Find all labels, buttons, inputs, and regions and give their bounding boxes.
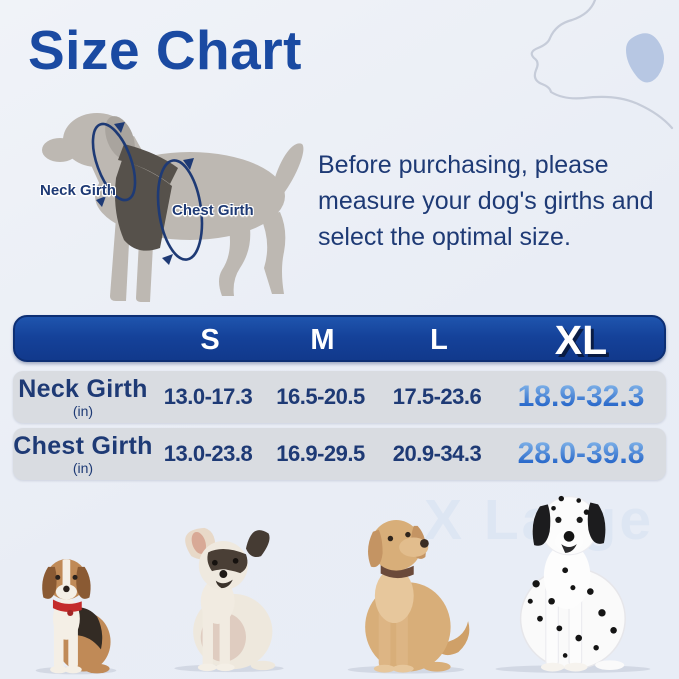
dog-harness-diagram: Neck Girth Chest Girth: [22, 100, 317, 305]
neck-girth-label: Neck Girth: [40, 182, 116, 199]
dog-photo-golden-retriever: [336, 505, 472, 675]
column-header-m: M: [310, 324, 335, 356]
column-header-l: L: [430, 324, 448, 356]
dog-head-outline-decoration: [530, 0, 674, 130]
chest-girth-xl-value: 28.0-39.8: [496, 437, 666, 471]
harness-graphic: [115, 144, 178, 251]
chest-girth-s-value: 13.0-23.8: [163, 441, 253, 466]
row-label-chest-girth: Chest Girth (in): [13, 431, 153, 476]
column-header-xl: XL: [554, 317, 608, 363]
chest-girth-l-value: 20.9-34.3: [392, 441, 482, 466]
row-label-text: Neck Girth: [18, 374, 148, 403]
size-table-header: S M L XL: [13, 315, 666, 363]
row-unit-text: (in): [72, 402, 94, 419]
chest-girth-m-value: 16.9-29.5: [276, 441, 365, 466]
neck-girth-arrow: [91, 122, 137, 207]
dalmatian-spots: [527, 495, 617, 658]
neck-girth-l-value: 17.5-23.6: [392, 384, 482, 409]
neck-girth-xl-value: 18.9-32.3: [496, 380, 666, 414]
dog-ear-icon: [626, 33, 665, 83]
head-outline-stroke: [530, 0, 674, 130]
column-header-s: S: [200, 324, 220, 356]
dog-photo-beagle: [28, 547, 124, 675]
dog-photo-dalmatian: [478, 481, 662, 675]
neck-girth-s-value: 13.0-17.3: [163, 384, 253, 409]
row-label-text: Chest Girth: [13, 431, 153, 460]
table-row-chest-girth: Chest Girth (in) 13.0-23.8 16.9-29.5 20.…: [13, 428, 666, 480]
page-title: Size Chart: [28, 19, 302, 81]
neck-girth-m-value: 16.5-20.5: [276, 384, 365, 409]
chest-girth-label: Chest Girth: [172, 202, 254, 219]
row-unit-text: (in): [72, 459, 94, 476]
intro-text: Before purchasing, please measure your d…: [318, 151, 654, 251]
dog-photo-french-bulldog: [163, 523, 295, 675]
dog-illustration: [42, 113, 304, 302]
table-row-neck-girth: Neck Girth (in) 13.0-17.3 16.5-20.5 17.5…: [13, 371, 666, 423]
chest-girth-arrow: [156, 158, 204, 265]
row-label-neck-girth: Neck Girth (in): [13, 374, 153, 419]
